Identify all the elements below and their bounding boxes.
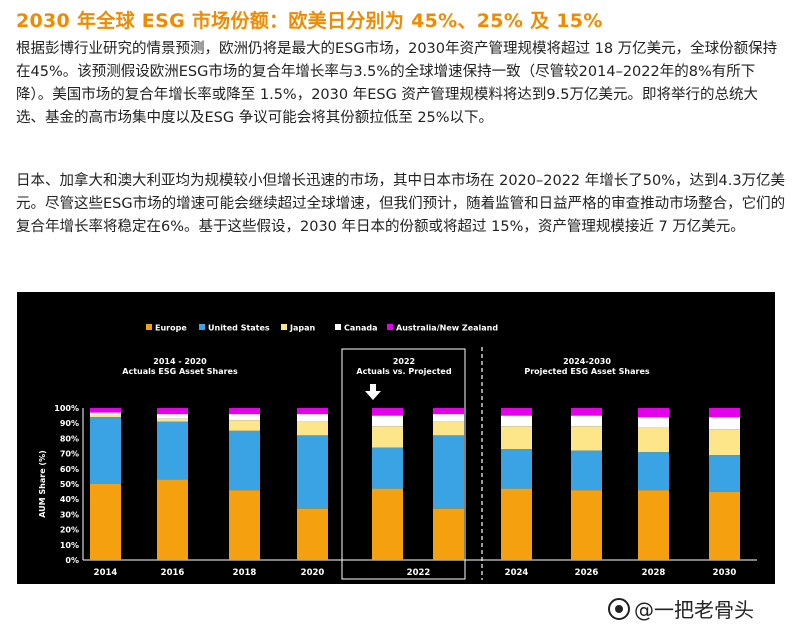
bar-2022-4-australia-new-zealand [372, 408, 403, 416]
y-tick-label-7: 70% [60, 450, 79, 459]
bar-2016-1-europe [157, 479, 188, 560]
legend-label-3: Canada [344, 324, 378, 333]
y-tick-label-6: 60% [60, 465, 79, 474]
bar-2014-0-australia-new-zealand [90, 408, 121, 413]
y-tick-label-4: 40% [60, 495, 79, 504]
legend-label-1: United States [208, 324, 270, 333]
down-arrow-icon [365, 391, 381, 400]
legend-swatch-1 [199, 324, 205, 330]
bar-2026-7-australia-new-zealand [571, 408, 602, 416]
y-tick-label-0: 0% [65, 556, 79, 565]
bar-2028-8-united-states [638, 452, 669, 491]
section-subtitle-2: Projected ESG Asset Shares [524, 367, 650, 376]
page-title: 2030 年全球 ESG 市场份额：欧美日分别为 45%、25% 及 15% [16, 10, 603, 32]
x-tick-label-2018: 2018 [233, 568, 257, 578]
bar-2030-9-canada [709, 417, 740, 430]
bar-2022-4-japan [372, 426, 403, 448]
chart-svg: Europe United States Japan Canada Australia/… [38, 324, 757, 580]
watermark-text: @一把老骨头 [634, 598, 754, 622]
bar-2018-2-canada [229, 414, 260, 421]
bar-2016-1-japan [157, 418, 188, 422]
bar-2022-4-europe [372, 488, 403, 560]
x-tick-label-2028: 2028 [642, 568, 666, 578]
bar-2026-7-canada [571, 415, 602, 427]
legend-swatch-2 [281, 324, 287, 330]
legend-label-2: Japan [289, 324, 316, 333]
x-tick-label-2016: 2016 [161, 568, 185, 578]
section-title-1: 2022 [393, 357, 415, 366]
x-tick-label-2030: 2030 [713, 568, 737, 578]
bar-2028-8-europe [638, 490, 669, 560]
bar-2022-5-europe [433, 508, 464, 560]
x-tick-label-2014: 2014 [94, 568, 118, 578]
bar-2018-2-united-states [229, 430, 260, 491]
bar-2022-4-canada [372, 415, 403, 427]
bar-2030-9-europe [709, 491, 740, 560]
bar-2014-0-united-states [90, 417, 121, 484]
y-tick-label-9: 90% [60, 419, 79, 428]
bar-2028-8-australia-new-zealand [638, 408, 669, 418]
y-axis-label: AUM Share (%) [38, 450, 47, 518]
legend-swatch-3 [335, 324, 341, 330]
bar-2024-6-united-states [501, 449, 532, 489]
y-tick-label-2: 20% [60, 526, 79, 535]
bar-2016-1-canada [157, 414, 188, 419]
watermark-logo-icon [608, 598, 630, 620]
legend-label-0: Europe [155, 324, 187, 333]
bar-2020-3-japan [297, 421, 328, 436]
bar-2020-3-europe [297, 508, 328, 560]
section-subtitle-1: Actuals vs. Projected [356, 367, 451, 376]
bar-2022-4-united-states [372, 447, 403, 489]
arrow-shaft [370, 384, 376, 392]
bar-2026-7-japan [571, 426, 602, 451]
x-tick-label-2026: 2026 [575, 568, 599, 578]
legend-swatch-4 [387, 324, 393, 330]
y-tick-label-3: 30% [60, 510, 79, 519]
y-tick-label-1: 10% [60, 541, 79, 550]
bar-2028-8-canada [638, 417, 669, 428]
bar-2026-7-united-states [571, 450, 602, 491]
bar-2028-8-japan [638, 427, 669, 453]
legend-label-4: Australia/New Zealand [396, 324, 498, 333]
y-tick-label-8: 80% [60, 434, 79, 443]
bar-2022-5-united-states [433, 435, 464, 509]
bar-2014-0-japan [90, 415, 121, 418]
x-tick-label-2020: 2020 [301, 568, 325, 578]
bar-2020-3-australia-new-zealand [297, 408, 328, 415]
y-tick-label-10: 100% [54, 404, 79, 413]
bar-2024-6-japan [501, 426, 532, 450]
section-title-0: 2014 - 2020 [153, 357, 207, 366]
section-title-2: 2024-2030 [563, 357, 611, 366]
bar-2018-2-australia-new-zealand [229, 408, 260, 415]
bar-2020-3-canada [297, 414, 328, 422]
bar-2022-5-canada [433, 414, 464, 422]
bar-2016-1-united-states [157, 421, 188, 480]
bar-2020-3-united-states [297, 435, 328, 509]
bar-2022-5-japan [433, 421, 464, 436]
watermark: @一把老骨头 [608, 594, 754, 623]
bar-2030-9-united-states [709, 455, 740, 492]
bar-2014-0-europe [90, 484, 121, 560]
bar-2014-0-canada [90, 412, 121, 416]
bar-2030-9-japan [709, 429, 740, 456]
bar-2024-6-canada [501, 415, 532, 427]
section-subtitle-0: Actuals ESG Asset Shares [122, 367, 238, 376]
y-tick-label-5: 50% [60, 480, 79, 489]
bar-2024-6-europe [501, 488, 532, 560]
esg-share-chart: Europe United States Japan Canada Australia/… [17, 292, 775, 584]
x-tick-label-2024: 2024 [505, 568, 529, 578]
bar-2018-2-europe [229, 490, 260, 560]
legend-swatch-0 [146, 324, 152, 330]
bar-2018-2-japan [229, 420, 260, 431]
highlight-box-2022 [341, 348, 466, 580]
paragraph-europe-us: 根据彭博行业研究的情景预测，欧洲仍将是最大的ESG市场，2030年资产管理规模将… [16, 41, 778, 126]
paragraph-japan-canada-australia: 日本、加拿大和澳大利亚均为规模较小但增长迅速的市场，其中日本市场在 2020–2… [16, 173, 786, 235]
bar-2024-6-australia-new-zealand [501, 408, 532, 416]
bar-2026-7-europe [571, 490, 602, 560]
bar-2016-1-australia-new-zealand [157, 408, 188, 415]
bar-2022-5-australia-new-zealand [433, 408, 464, 415]
x-tick-label-2022: 2022 [407, 568, 431, 578]
bar-2030-9-australia-new-zealand [709, 408, 740, 418]
